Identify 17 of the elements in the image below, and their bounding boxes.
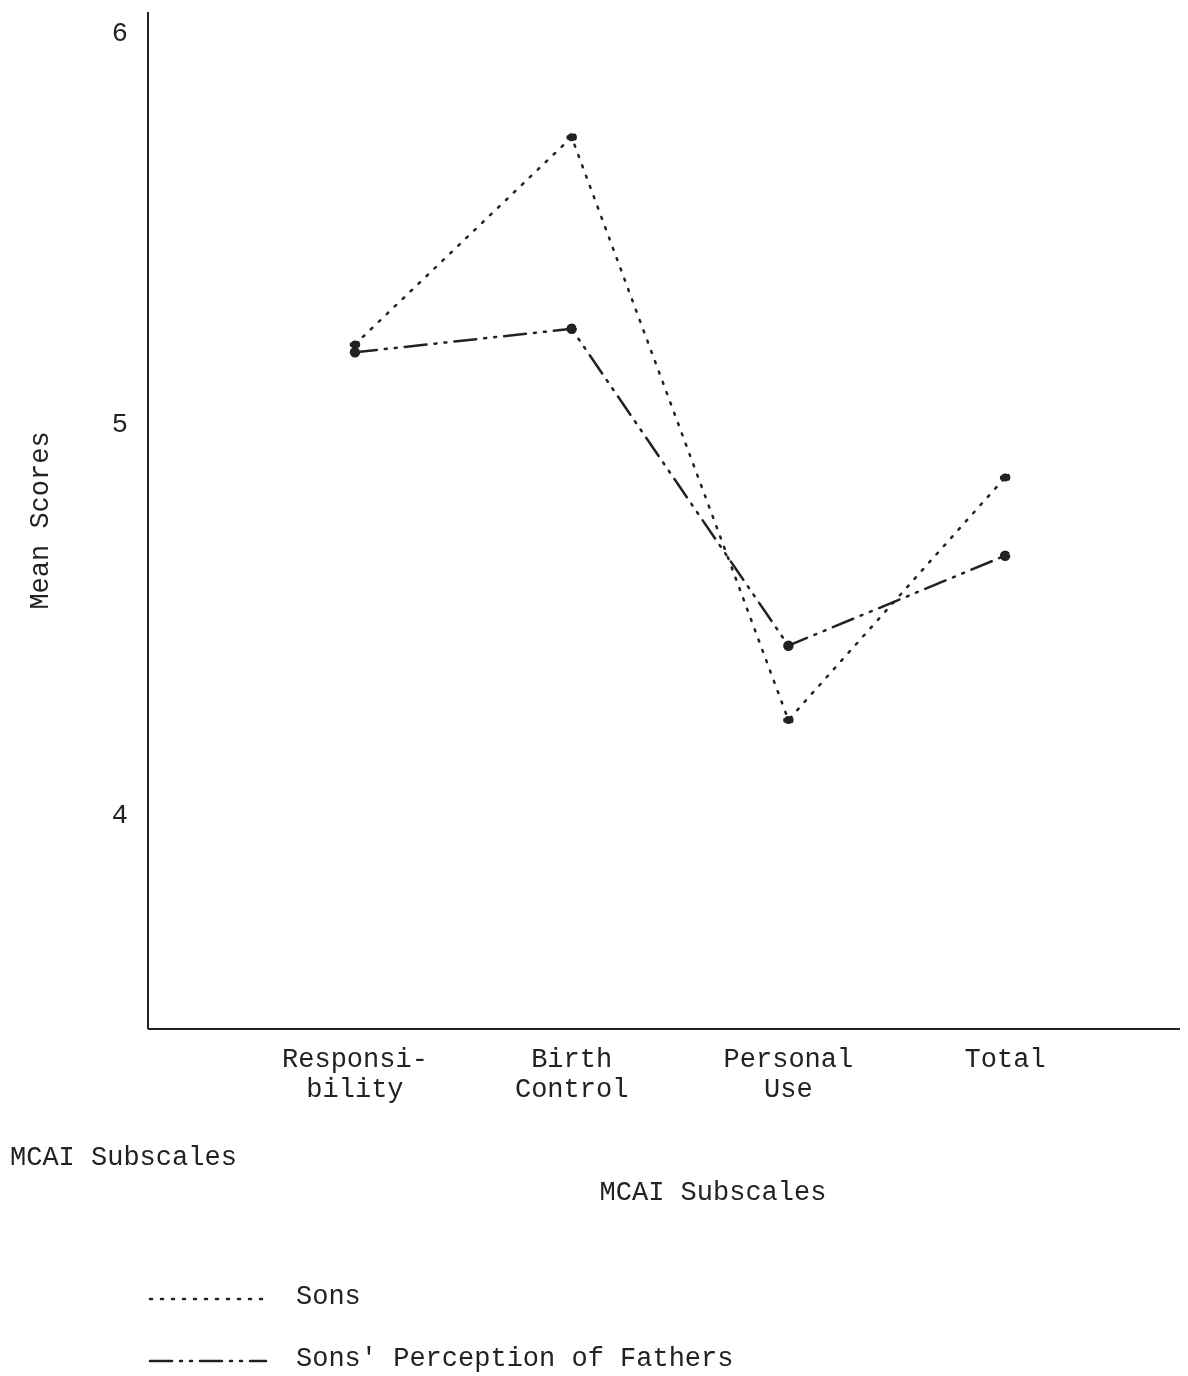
legend-label: Sons' Perception of Fathers (296, 1344, 734, 1374)
x-tick-label: Personal Use (723, 1045, 854, 1105)
y-tick-label: 6 (111, 19, 128, 50)
text: MCAI Subscales (10, 1143, 237, 1173)
legend-label: Sons (296, 1282, 361, 1312)
y-tick-label: 4 (111, 801, 128, 832)
point (349, 347, 361, 358)
y-axis-title: Mean Scores (25, 431, 56, 610)
x-tick-label: Total (964, 1045, 1046, 1075)
point (999, 472, 1011, 483)
x-axis-title: MCAI Subscales (598, 1178, 828, 1208)
point (783, 640, 794, 651)
y-tick-label: 5 (111, 410, 128, 441)
point (999, 550, 1011, 561)
x-tick-label: Responsi- bility (282, 1045, 428, 1105)
point (566, 323, 577, 335)
x-tick-label: Birth Control (514, 1045, 629, 1105)
